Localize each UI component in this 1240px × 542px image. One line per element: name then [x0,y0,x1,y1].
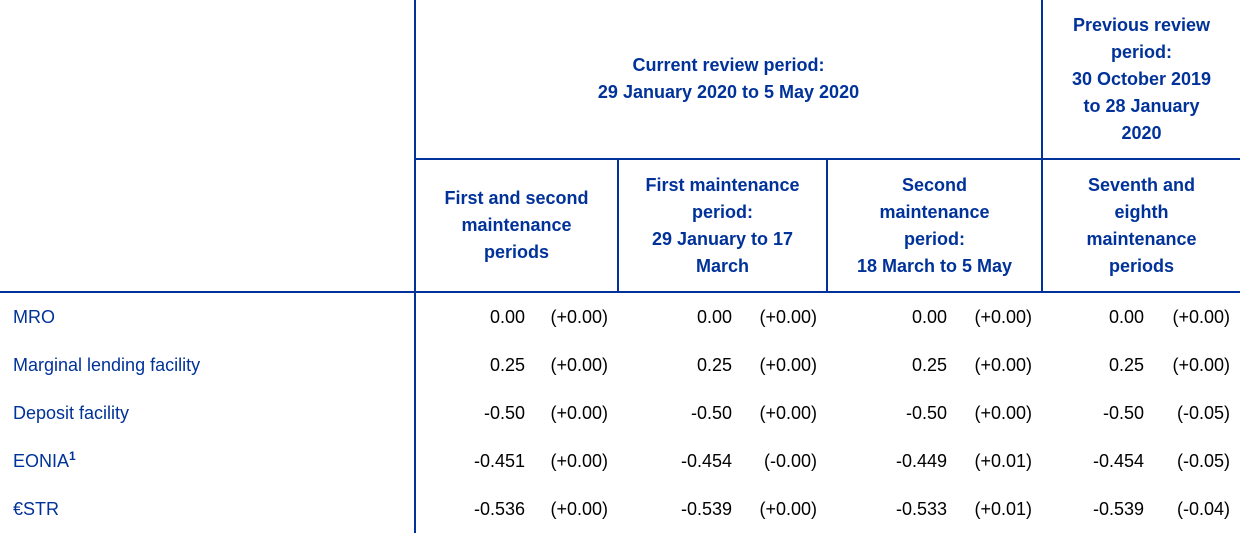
subheader-line: eighth [1114,201,1169,222]
subheader-first-maintenance: First maintenance period: 29 January to … [617,159,827,293]
table-row: €STR -0.536 (+0.00) -0.539 (+0.00) -0.533 (+0.… [0,485,1240,533]
rate-value: 0.00 [911,306,947,327]
rate-value: -0.536 [414,485,525,533]
header-blank [0,0,415,159]
rate-value: 0.25 [414,341,525,389]
table-row: MRO 0.00 (+0.00) 0.00 (+0.00) 0.00 (+0.00) 0.00… [0,292,1240,341]
previous-period-line-4: to 28 January [1083,95,1200,116]
table-row: EONIA1 -0.451 (+0.00) -0.454 (-0.00) -0.449 (+… [0,437,1240,485]
rate-change: (+0.00) [759,306,817,327]
rate-change: (+0.00) [550,498,608,519]
subheader-line: Second [902,174,968,195]
rate-change: (+0.00) [550,450,608,471]
subheader-line: maintenance [879,201,990,222]
rate-value: -0.449 [895,450,947,471]
rate-value: -0.454 [1092,450,1145,471]
subheader-line: 29 January to 17 [651,228,794,249]
rate-change: (+0.00) [974,402,1033,423]
row-label-text: Marginal lending facility [13,354,201,375]
previous-period-line-3: 30 October 2019 [1071,68,1212,89]
rate-change: (+0.00) [550,354,608,375]
rate-change: (+0.00) [759,402,817,423]
current-review-period-header: Current review period: 29 January 2020 t… [413,0,1043,160]
subheader-line: period: [904,228,965,249]
subheader-line: March [695,255,749,276]
rate-value: 0.25 [696,354,732,375]
row-label: EONIA1 [0,437,415,485]
subheader-line: maintenance [1086,228,1197,249]
rate-value: -0.533 [895,498,947,519]
previous-period-line-1: Previous review [1072,14,1211,35]
rate-change: (+0.00) [550,306,608,327]
footnote-marker: 1 [69,448,76,463]
subheader-line: periods [483,242,549,262]
rate-value: -0.451 [414,437,525,485]
table-row: Marginal lending facility 0.25 (+0.00) 0.25… [0,341,1240,389]
row-label-text: Deposit facility [13,402,130,423]
rate-value: 0.25 [911,354,947,375]
previous-review-period-header: Previous review period: 30 October 2019 … [1041,0,1240,160]
subheader-second-maintenance: Second maintenance period: 18 March to 5… [825,159,1043,293]
rate-value: -0.539 [680,498,732,519]
subheader-line: First and second [444,188,589,208]
row-label-text: MRO [13,306,55,327]
subheader-line: First maintenance [645,174,800,195]
subheader-line: Seventh and [1088,174,1196,195]
rate-value: 0.00 [1108,306,1145,327]
row-label: €STR [0,485,415,533]
row-label: MRO [0,292,415,341]
subheader-seventh-eighth: Seventh and eighth maintenance periods [1041,159,1240,293]
subheader-line: period: [692,201,753,222]
header-blank-2 [0,159,415,293]
rate-change: (+0.00) [974,354,1033,375]
rate-value: -0.50 [1102,402,1145,423]
rate-change: (+0.01) [974,450,1033,471]
rate-change: (+0.00) [1172,306,1231,327]
row-label: Deposit facility [0,389,415,437]
rate-change: (+0.00) [759,498,817,519]
rate-value: 0.00 [696,306,732,327]
rate-value: -0.539 [1092,498,1145,519]
rate-change: (+0.00) [759,354,817,375]
rate-change: (-0.05) [1177,450,1231,471]
rate-change: (-0.04) [1177,498,1231,519]
row-label-text: €STR [13,498,60,519]
rate-change: (+0.01) [974,498,1033,519]
rate-change: (+0.00) [1172,354,1231,375]
row-label: Marginal lending facility [0,341,415,389]
previous-period-line-2: period: [1111,41,1173,62]
table-body: MRO 0.00 (+0.00) 0.00 (+0.00) 0.00 (+0.00) 0.00… [0,292,1240,533]
rate-value: -0.50 [690,402,732,423]
subheader-line: periods [1109,255,1175,276]
subheader-first-and-second: First and second maintenance periods [414,159,618,293]
rate-value: 0.25 [1108,354,1145,375]
rate-value: -0.454 [680,450,732,471]
rate-change: (+0.00) [974,306,1033,327]
rate-value: -0.50 [414,389,525,437]
table-row: Deposit facility -0.50 (+0.00) -0.50 (+0.00)… [0,389,1240,437]
rate-value: 0.00 [414,292,525,341]
subheader-line: 18 March to 5 May [856,255,1013,276]
previous-period-line-5: 2020 [1121,122,1162,143]
rate-change: (-0.05) [1177,402,1231,423]
rate-change: (-0.00) [763,450,817,471]
row-label-text: EONIA [13,450,70,471]
current-period-line-2: 29 January 2020 to 5 May 2020 [597,82,860,102]
current-period-line-1: Current review period: [632,55,825,75]
subheader-line: maintenance [461,215,572,235]
rate-change: (+0.00) [550,402,608,423]
rate-value: -0.50 [905,402,947,423]
